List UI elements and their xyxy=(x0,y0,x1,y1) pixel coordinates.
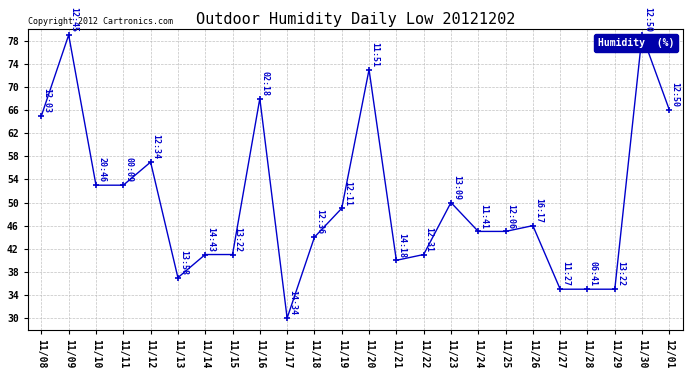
Text: 12:45: 12:45 xyxy=(70,7,79,32)
Text: Copyright 2012 Cartronics.com: Copyright 2012 Cartronics.com xyxy=(28,17,172,26)
Text: 12:50: 12:50 xyxy=(671,82,680,107)
Text: 12:31: 12:31 xyxy=(425,227,434,252)
Title: Outdoor Humidity Daily Low 20121202: Outdoor Humidity Daily Low 20121202 xyxy=(196,12,515,27)
Text: 06:41: 06:41 xyxy=(589,261,598,286)
Text: 20:46: 20:46 xyxy=(97,158,106,182)
Text: 12:03: 12:03 xyxy=(42,88,52,113)
Text: 14:34: 14:34 xyxy=(288,290,297,315)
Text: 14:43: 14:43 xyxy=(206,227,215,252)
Text: 11:51: 11:51 xyxy=(370,42,379,67)
Text: 14:18: 14:18 xyxy=(397,232,406,258)
Text: 13:58: 13:58 xyxy=(179,250,188,275)
Text: 12:06: 12:06 xyxy=(506,204,515,229)
Text: 11:27: 11:27 xyxy=(561,261,570,286)
Text: 11:41: 11:41 xyxy=(480,204,489,229)
Text: 13:22: 13:22 xyxy=(616,261,625,286)
Text: 12:36: 12:36 xyxy=(315,209,324,234)
Legend: Humidity  (%): Humidity (%) xyxy=(594,34,678,52)
Text: 16:17: 16:17 xyxy=(534,198,543,223)
Text: 02:18: 02:18 xyxy=(261,71,270,96)
Text: 12:50: 12:50 xyxy=(643,7,652,32)
Text: 12:34: 12:34 xyxy=(152,134,161,159)
Text: 00:09: 00:09 xyxy=(124,158,133,182)
Text: 13:22: 13:22 xyxy=(234,227,243,252)
Text: 13:09: 13:09 xyxy=(452,175,461,200)
Text: 12:11: 12:11 xyxy=(343,180,352,206)
